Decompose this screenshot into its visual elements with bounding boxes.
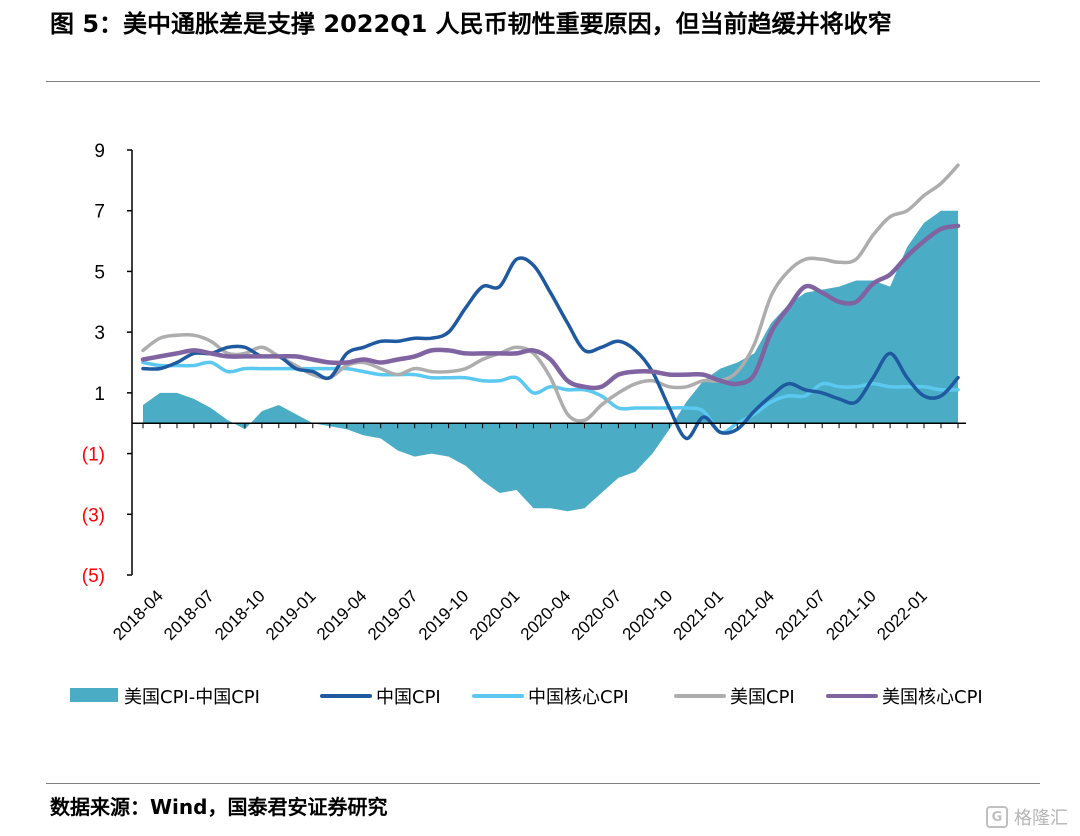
x-tick-label: 2021-01 (670, 586, 728, 644)
x-tick-label: 2019-10 (415, 586, 473, 644)
x-tick-label: 2021-10 (822, 586, 880, 644)
x-tick-label: 2021-07 (771, 586, 829, 644)
x-tick-label: 2020-04 (517, 586, 575, 644)
y-tick-label: (5) (82, 566, 105, 587)
legend-label-cn-core-cpi: 中国核心CPI (528, 687, 629, 708)
y-tick-label: 1 (94, 384, 105, 405)
x-tick-label: 2019-04 (313, 586, 371, 644)
x-tick-label: 2021-04 (720, 586, 778, 644)
x-tick-label: 2018-04 (109, 586, 167, 644)
source-divider (46, 783, 1040, 784)
y-tick-label: 9 (94, 141, 105, 162)
y-tick-label: (1) (82, 445, 105, 466)
x-tick-label: 2020-01 (466, 586, 524, 644)
watermark-text: 格隆汇 (1014, 808, 1068, 829)
legend-label-us-cpi: 美国CPI (730, 687, 795, 708)
legend-swatch-us-minus-cn-cpi (70, 688, 118, 702)
x-tick-label: 2020-10 (619, 586, 677, 644)
series-layer (140, 163, 961, 512)
x-tick-label: 2019-01 (262, 586, 320, 644)
x-tick-label: 2018-07 (160, 586, 218, 644)
figure-title: 图 5：美中通胀差是支撑 2022Q1 人民币韧性重要原因，但当前趋缓并将收窄 (50, 10, 892, 38)
y-tick-label: (3) (82, 505, 105, 526)
x-tick-label: 2019-07 (364, 586, 422, 644)
legend-label-us-minus-cn-cpi: 美国CPI-中国CPI (124, 687, 260, 708)
y-tick-label: 7 (94, 202, 105, 223)
title-divider (46, 81, 1040, 82)
y-tick-label: 5 (94, 262, 105, 283)
cpi-chart: 97531(1)(3)(5)2018-042018-072018-102019-… (70, 141, 983, 708)
legend-label-us-core-cpi: 美国核心CPI (882, 687, 983, 708)
x-tick-label: 2022-01 (873, 586, 931, 644)
watermark: G 格隆汇 (986, 804, 1068, 830)
legend: 美国CPI-中国CPI 中国CPI 中国核心CPI 美国CPI 美国核心CPI (70, 687, 983, 708)
watermark-logo-icon: G (986, 806, 1008, 828)
series-area-us-minus-cn-cpi (143, 210, 958, 512)
x-tick-label: 2018-10 (211, 586, 269, 644)
source-note: 数据来源：Wind，国泰君安证券研究 (50, 795, 388, 819)
x-tick-label: 2020-07 (568, 586, 626, 644)
y-tick-label: 3 (94, 323, 105, 344)
legend-label-cn-cpi: 中国CPI (376, 687, 441, 708)
